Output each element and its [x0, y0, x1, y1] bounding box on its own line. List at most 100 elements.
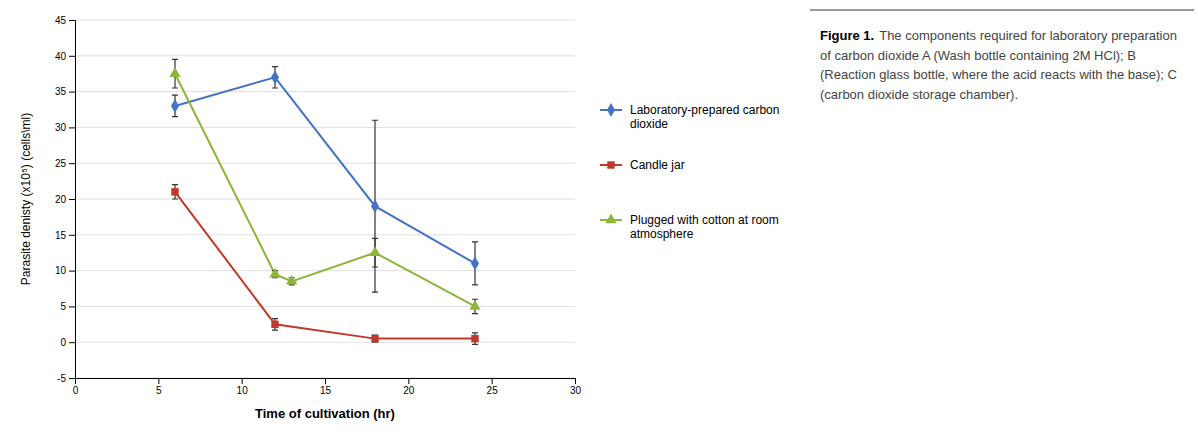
error-bar: [372, 335, 378, 342]
tick-mark: [325, 378, 326, 384]
tick: 5: [156, 378, 162, 396]
tick-label: 25: [487, 385, 499, 396]
tick-label: 10: [237, 385, 249, 396]
legend: Laboratory-prepared carbondioxide Candle …: [600, 103, 779, 241]
legend-label: Plugged with cotton at roomatmosphere: [630, 213, 779, 241]
tick: 10: [55, 265, 75, 276]
axis-line: [76, 379, 576, 385]
chart: 051015202530-5051015202530354045Time of …: [0, 0, 1198, 438]
tick: 35: [55, 86, 75, 97]
tick-mark: [158, 378, 159, 384]
x-axis-title: Time of cultivation (hr): [255, 406, 395, 421]
point: [271, 70, 279, 84]
tick-mark: [69, 306, 75, 307]
grid-line: [75, 306, 575, 307]
tick: 20: [403, 378, 415, 396]
tick-mark: [242, 378, 243, 384]
text-line: Candle jar: [630, 158, 685, 172]
series: [171, 67, 479, 293]
tick-label: 45: [55, 15, 67, 26]
text-line: The components required for laboratory p…: [879, 28, 1177, 43]
tick: 0: [60, 337, 75, 348]
tick-mark: [492, 378, 493, 384]
text-line: dioxide: [630, 117, 668, 131]
point: [271, 321, 278, 328]
grid-line: [75, 91, 575, 92]
y-axis: -5 0 5 10 15 20 25 30 35 40 45: [55, 15, 76, 384]
error-bar: [472, 242, 478, 285]
point: [171, 99, 179, 113]
grid-line: [75, 127, 575, 128]
tick: 30: [570, 378, 582, 396]
tick-mark: [69, 20, 75, 21]
text-line: (Reaction glass bottle, where the acid r…: [820, 67, 1177, 82]
annotation: Figure 1.: [820, 28, 874, 43]
axis-line: [69, 21, 76, 379]
point: [471, 257, 479, 271]
tick: 30: [55, 122, 75, 133]
series: [169, 59, 480, 313]
point: [371, 335, 378, 342]
tick: 15: [320, 378, 332, 396]
grid: [75, 20, 575, 378]
tick-label: 0: [60, 337, 66, 348]
tick-mark: [69, 56, 75, 57]
tick-mark: [69, 378, 75, 379]
text-line: Plugged with cotton at room: [630, 213, 779, 227]
grid-line: [75, 20, 575, 21]
point: [171, 188, 178, 195]
grid-line: [75, 199, 575, 200]
text-line: Laboratory-prepared carbon: [630, 103, 779, 117]
tick-label: 20: [55, 194, 67, 205]
tick-label: 30: [55, 122, 67, 133]
grid-line: [75, 234, 575, 235]
point: [469, 300, 480, 310]
tick-mark: [69, 271, 75, 272]
point: [169, 67, 180, 77]
point: [269, 268, 280, 278]
legend-marker: [607, 103, 615, 117]
tick-label: 15: [320, 385, 332, 396]
error-bar: [372, 120, 378, 292]
tick-mark: [69, 127, 75, 128]
tick: 20: [55, 194, 75, 205]
tick: 5: [60, 301, 75, 312]
tick: 10: [237, 378, 249, 396]
text-line: atmosphere: [630, 227, 694, 241]
tick: 25: [55, 158, 75, 169]
point: [286, 275, 297, 285]
error-bar: [272, 67, 278, 88]
legend-marker: [607, 161, 614, 168]
text-line: (carbon dioxide storage chamber).: [820, 87, 1018, 102]
point: [371, 199, 379, 213]
tick-mark: [69, 342, 75, 343]
tick-label: -5: [57, 373, 66, 384]
error-bar: [272, 319, 278, 330]
tick: 15: [55, 230, 75, 241]
tick: 25: [487, 378, 499, 396]
error-bar: [172, 185, 178, 199]
tick: 45: [55, 15, 75, 26]
tick-mark: [69, 92, 75, 93]
tick-label: 5: [156, 385, 162, 396]
series-line: [175, 77, 475, 263]
legend-marker: [605, 213, 616, 223]
tick: -5: [57, 373, 75, 384]
tick-label: 15: [55, 230, 67, 241]
text-line: of carbon dioxide A (Wash bottle contain…: [820, 48, 1136, 63]
error-bar: [172, 95, 178, 116]
y-axis-title: Parasite denisty (x10⁵) (cells\ml): [19, 113, 33, 285]
x-axis: 051015202530: [73, 378, 582, 396]
series-line: [175, 74, 475, 307]
series-line: [175, 192, 475, 339]
tick-label: 25: [55, 158, 67, 169]
point: [471, 335, 478, 342]
tick: 40: [55, 51, 75, 62]
divider: [810, 10, 1194, 11]
point: [369, 246, 380, 256]
grid-line: [75, 342, 575, 343]
legend-label: Candle jar: [630, 158, 685, 172]
tick-label: 10: [55, 265, 67, 276]
grid-line: [75, 163, 575, 164]
tick-mark: [69, 235, 75, 236]
